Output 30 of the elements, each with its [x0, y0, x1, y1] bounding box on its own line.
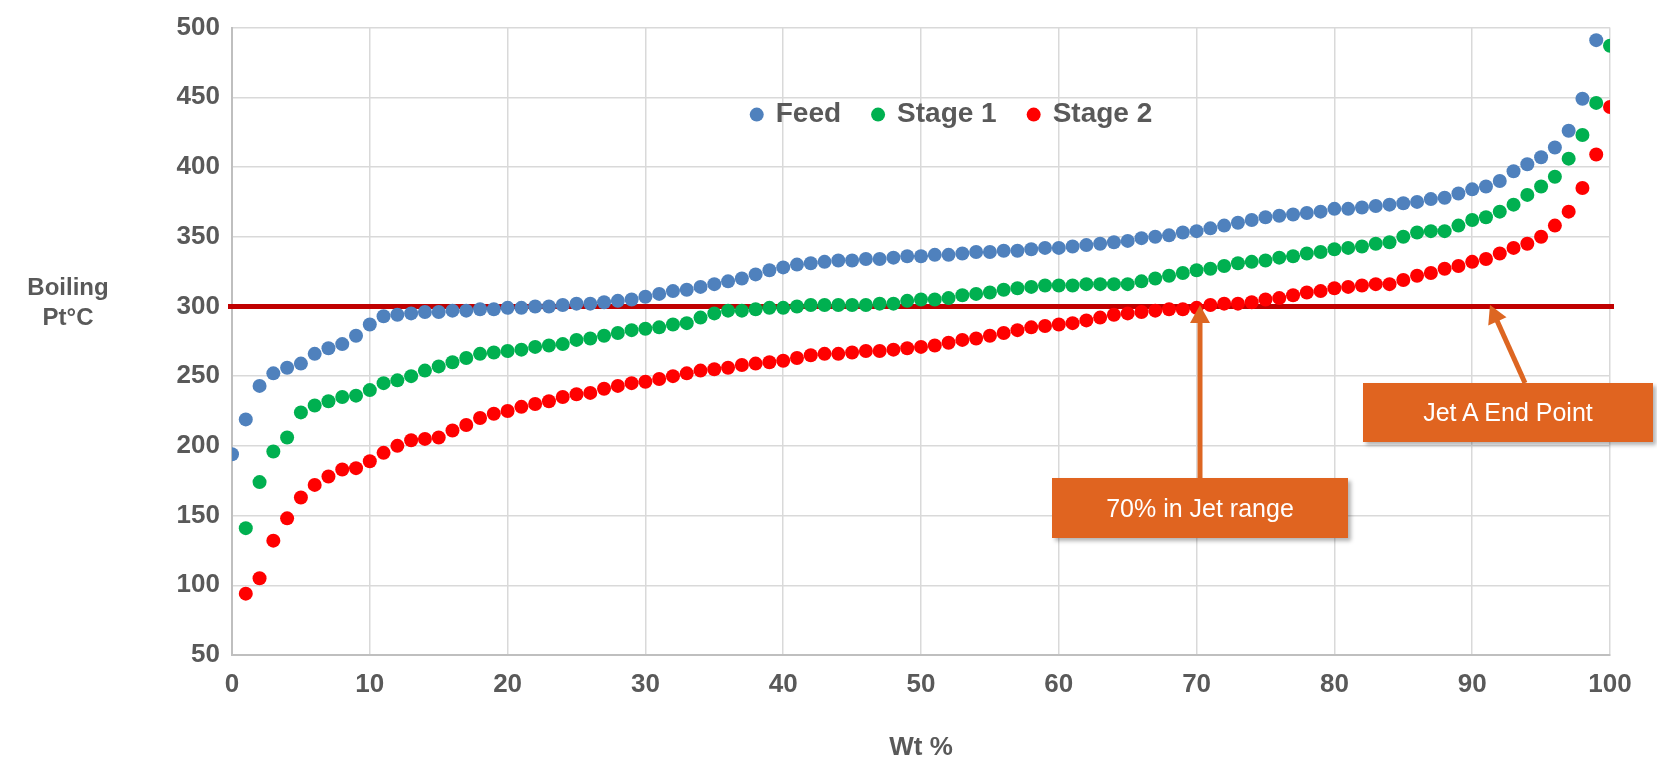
annotation: Jet A End Point [1423, 398, 1593, 427]
callout-box: Jet A End Point [1363, 383, 1653, 442]
y-tick-label: 250 [176, 359, 220, 390]
x-tick-label: 100 [1588, 667, 1632, 698]
legend-label: Feed [775, 97, 842, 129]
legend-label: Stage 1 [897, 97, 997, 129]
y-tick-label: 450 [176, 80, 220, 111]
x-tick-label: 90 [1457, 667, 1487, 698]
y-tick-label: 200 [176, 429, 220, 460]
legend-label: Stage 2 [1052, 97, 1153, 129]
y-tick-label: 150 [176, 498, 220, 529]
x-axis-title: Wt % [889, 731, 953, 762]
x-tick-label: 20 [493, 667, 523, 698]
annotation: 70% in Jet range [1106, 493, 1294, 523]
y-tick-label: 350 [176, 219, 220, 250]
x-tick-label: 30 [630, 667, 660, 698]
x-tick-label: 80 [1319, 667, 1349, 698]
x-tick-label: 70 [1182, 667, 1212, 698]
y-tick-label: 400 [176, 150, 220, 181]
y-tick-label: 500 [176, 10, 220, 41]
x-tick-label: 60 [1044, 667, 1074, 698]
x-tick-label: 50 [906, 667, 936, 698]
y-axis-title: Boiling Pt°C [27, 273, 109, 331]
x-tick-label: 0 [224, 667, 240, 698]
y-tick-label: 300 [176, 289, 220, 320]
y-tick-label: 50 [191, 638, 220, 669]
x-tick-label: 10 [355, 667, 385, 698]
y-tick-label: 100 [176, 568, 220, 599]
x-tick-label: 40 [768, 667, 798, 698]
callout-box: 70% in Jet range [1052, 478, 1348, 538]
